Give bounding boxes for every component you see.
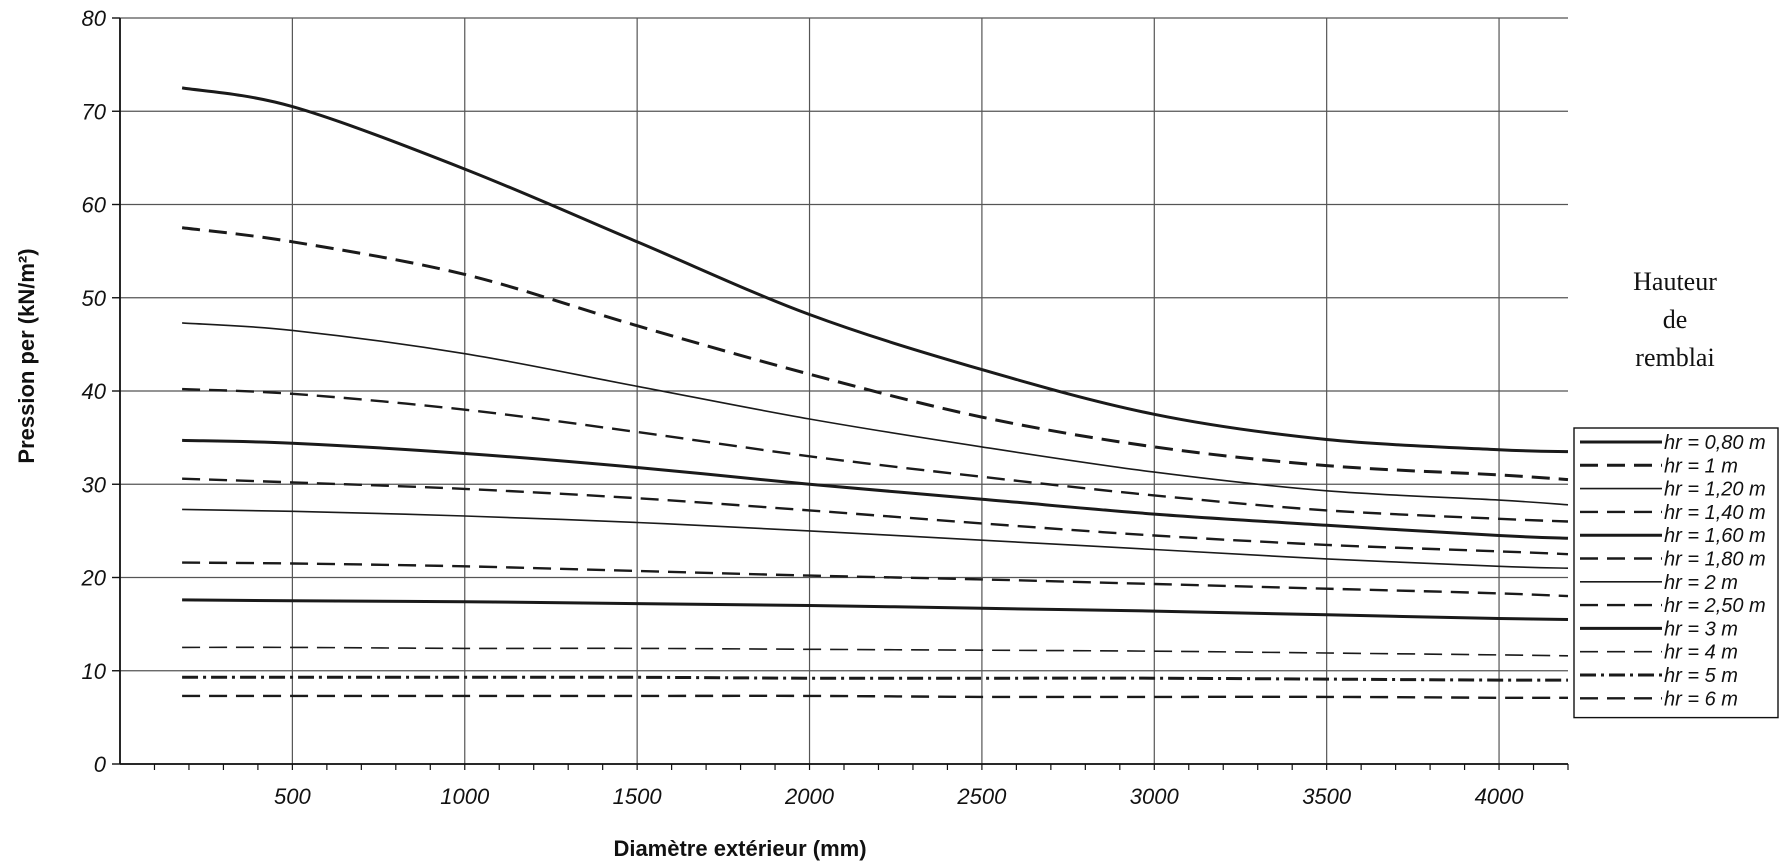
series-line	[181, 226, 1569, 482]
legend-title-line: de	[1663, 305, 1688, 334]
series-line	[182, 646, 1569, 657]
legend-entry: hr = 1,40 m	[1664, 502, 1766, 524]
x-tick-label: 4000	[1475, 784, 1525, 809]
y-axis-label: Pression per (kN/m²)	[14, 248, 39, 463]
series-line	[182, 561, 1569, 598]
series-line	[182, 438, 1569, 540]
x-tick-label: 2500	[956, 784, 1007, 809]
legend-entry: hr = 0,80 m	[1664, 432, 1766, 454]
x-tick-label: 3000	[1130, 784, 1180, 809]
grid	[120, 17, 1568, 765]
y-tick-label: 0	[94, 752, 107, 777]
y-tick-label: 50	[82, 286, 107, 311]
y-tick-label: 20	[81, 566, 107, 591]
legend-entry: hr = 2 m	[1664, 572, 1738, 594]
series-line	[182, 598, 1569, 621]
y-tick-label: 30	[82, 472, 107, 497]
series-line	[182, 322, 1569, 506]
legend-entry: hr = 4 m	[1664, 642, 1738, 664]
y-tick-label: 10	[82, 659, 107, 684]
legend-entry: hr = 6 m	[1664, 688, 1738, 710]
legend-entry: hr = 3 m	[1664, 618, 1738, 640]
axes	[112, 17, 1569, 770]
x-tick-label: 3500	[1302, 784, 1352, 809]
x-tick-label: 1000	[440, 784, 490, 809]
series-line	[182, 694, 1569, 700]
legend-entry: hr = 1,20 m	[1664, 479, 1766, 501]
y-tick-label: 80	[82, 6, 107, 31]
legend: hr = 0,80 mhr = 1 mhr = 1,20 mhr = 1,40 …	[1573, 427, 1779, 719]
series-line	[182, 477, 1569, 556]
legend-entry: hr = 2,50 m	[1664, 595, 1766, 617]
legend-entry: hr = 1 m	[1664, 455, 1738, 477]
x-tick-label: 1500	[613, 784, 663, 809]
legend-title: Hauteur de remblai	[1633, 267, 1717, 372]
series-line	[182, 387, 1569, 523]
legend-box	[1573, 427, 1779, 719]
y-tick-label: 40	[82, 379, 107, 404]
legend-entry: hr = 1,80 m	[1664, 549, 1766, 571]
x-tick-label: 2000	[784, 784, 835, 809]
series-line	[182, 508, 1569, 569]
tick-labels: 500 1000 1500 2000 2500 3000 3500 4000 0 10 20 30 40…	[81, 6, 1525, 809]
legend-entry: hr = 5 m	[1664, 665, 1738, 687]
x-tick-label: 500	[274, 784, 311, 809]
legend-title-line: remblai	[1635, 343, 1714, 372]
y-tick-label: 70	[82, 99, 107, 124]
series-line	[182, 675, 1569, 682]
y-tick-label: 60	[82, 193, 107, 218]
series-group	[181, 86, 1569, 700]
x-axis-label: Diamètre extérieur (mm)	[613, 836, 866, 861]
legend-entry: hr = 1,60 m	[1664, 525, 1766, 547]
legend-title-line: Hauteur	[1633, 267, 1717, 296]
series-line	[181, 86, 1569, 454]
